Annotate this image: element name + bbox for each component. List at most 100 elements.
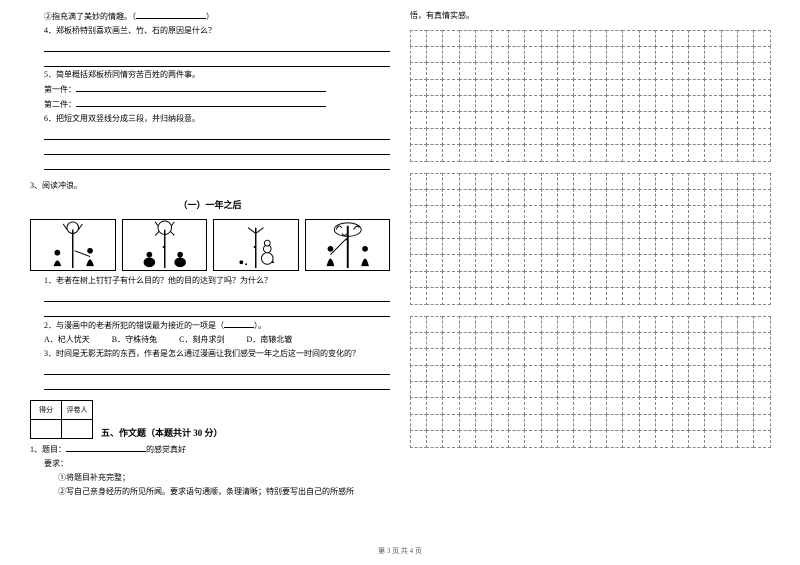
blank [76,83,326,92]
grid-cell [573,173,590,190]
grid-cell [753,381,770,398]
grid-cell [426,332,443,349]
grid-cell [655,238,672,255]
grid-cell [573,144,590,161]
option-d[interactable]: D．南辕北辙 [246,335,292,344]
writing-grid-2 [410,173,770,304]
grid-cell [524,173,541,190]
grid-cell [737,111,754,128]
grid-cell [475,62,492,79]
grid-cell [704,414,721,431]
grid-cell [655,271,672,288]
option-c[interactable]: C．刻舟求剑 [179,335,224,344]
grid-cell [639,414,656,431]
grid-cell [524,332,541,349]
grid-cell [639,238,656,255]
grid-cell [442,79,459,96]
grid-cell [737,414,754,431]
grid-cell [442,397,459,414]
grid-cell [442,316,459,333]
grid-cell [491,254,508,271]
grid-cell [475,348,492,365]
grid-cell [442,430,459,447]
option-a[interactable]: A．杞人忧天 [44,335,90,344]
grid-cell [704,79,721,96]
grid-cell [704,397,721,414]
grid-cell [590,348,607,365]
grid-cell [590,46,607,63]
grid-cell [655,365,672,382]
grid-cell [672,430,689,447]
grid-cell [557,79,574,96]
grid-cell [442,46,459,63]
grid-cell [410,62,427,79]
grid-cell [491,348,508,365]
grid-cell [459,430,476,447]
grid-cell [459,348,476,365]
grid-cell [557,62,574,79]
score-cell [31,420,62,439]
grid-cell [524,365,541,382]
grid-cell [639,397,656,414]
grid-cell [442,144,459,161]
grid-cell [672,332,689,349]
grid-cell [557,254,574,271]
grid-cell [442,189,459,206]
grid-cell [622,238,639,255]
grid-cell [508,332,525,349]
grid-cell [721,111,738,128]
grid-cell [721,189,738,206]
grid-cell [688,381,705,398]
text: ）。 [254,321,266,330]
grid-cell [704,95,721,112]
grid-cell [590,316,607,333]
grid-cell [426,79,443,96]
label: 1、题目： [30,445,66,454]
grid-cell [672,222,689,239]
grid-cell [622,348,639,365]
grid-cell [639,173,656,190]
grid-cell [475,111,492,128]
grid-cell [688,62,705,79]
grid-cell [508,30,525,47]
grid-cell [704,30,721,47]
grid-cell [704,254,721,271]
grid-cell [606,173,623,190]
grid-cell [704,46,721,63]
grid-cell [508,205,525,222]
grid-cell [590,414,607,431]
grid-cell [541,381,558,398]
grid-cell [672,30,689,47]
grid-cell [590,79,607,96]
grid-cell [688,365,705,382]
grid-cell [590,30,607,47]
grid-cell [753,287,770,304]
grid-cell [491,30,508,47]
grid-cell [590,222,607,239]
grid-cell [426,144,443,161]
grid-cell [688,173,705,190]
comic-panel-2 [122,219,208,271]
comic-strip [30,219,390,271]
grid-cell [688,332,705,349]
grid-cell [557,287,574,304]
grid-cell [622,332,639,349]
grid-cell [410,430,427,447]
grid-cell [442,173,459,190]
grid-cell [557,189,574,206]
grid-cell [508,414,525,431]
option-b[interactable]: B．守株待兔 [112,335,157,344]
grid-cell [410,128,427,145]
grid-cell [704,173,721,190]
grid-cell [721,365,738,382]
grid-cell [508,173,525,190]
grid-cell [410,254,427,271]
grid-cell [639,62,656,79]
grid-cell [475,254,492,271]
grid-cell [622,95,639,112]
grid-cell [672,254,689,271]
writing-grid-3 [410,316,770,447]
grid-cell [721,254,738,271]
grid-cell [590,238,607,255]
grid-cell [737,144,754,161]
